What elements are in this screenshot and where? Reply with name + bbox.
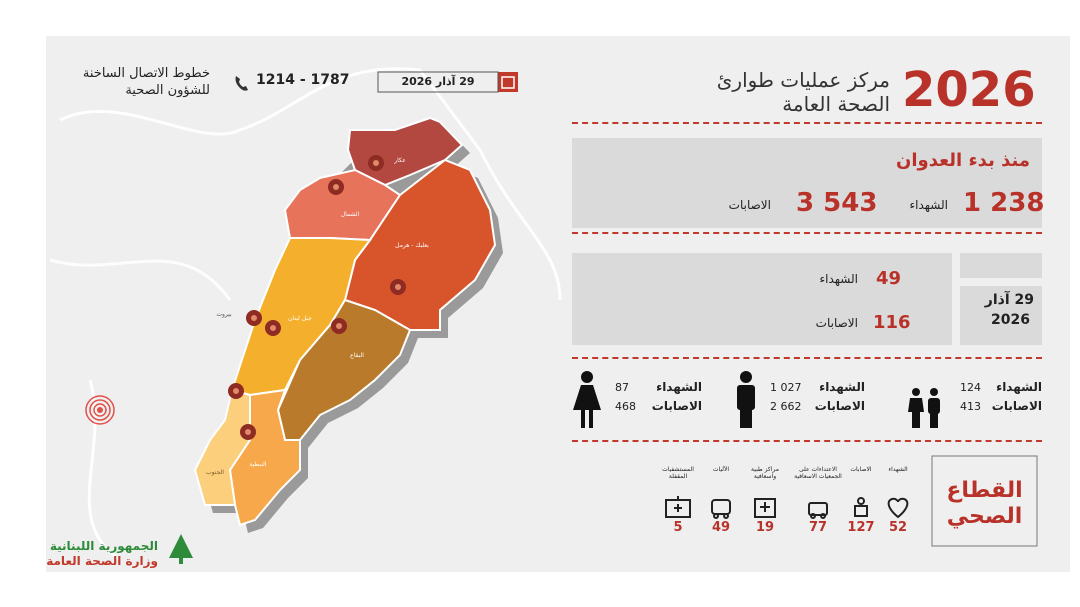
sector-value: 127: [847, 520, 875, 535]
injured-label: الاصابات: [728, 198, 771, 212]
region-label: بيروت: [216, 311, 232, 318]
demo-killed-label: الشهداء: [656, 380, 702, 394]
map-markers: [85, 155, 406, 440]
region-south: [193, 388, 251, 506]
killed-total: 1 238: [963, 188, 1045, 218]
phone-icon: [235, 76, 248, 91]
hotline: 1214 - 1787: [256, 72, 350, 88]
daily-date: 2026: [991, 312, 1030, 328]
since-start-title: منذ بدء العدوان: [896, 150, 1030, 171]
daily-injured: 116: [873, 312, 911, 333]
demo-injured: 2 662: [770, 400, 802, 413]
since-start-box: [572, 138, 1042, 228]
demo-killed: 87: [615, 381, 629, 394]
title: مركز عمليات طوارئ: [716, 68, 890, 92]
title: الصحة العامة: [782, 92, 890, 116]
hotline-label: خطوط الاتصال الساخنة: [82, 66, 210, 81]
sector-value: 19: [755, 520, 775, 535]
cedar-logo: [169, 534, 193, 558]
footer-line: الجمهورية اللبنانية: [49, 539, 158, 553]
sector-icons: [665, 496, 909, 519]
demo-injured-label: الاصابات: [991, 399, 1042, 413]
injured-total: 3 543: [796, 188, 878, 218]
divider: [572, 122, 1042, 124]
sector-label: الاعتداءات على الجمعيات الاسعافية: [794, 466, 842, 480]
demo-injured-label: الاصابات: [651, 399, 702, 413]
date-frame: [377, 71, 499, 93]
sector-value: 77: [808, 520, 828, 535]
sector-label: المستشفيات المقفلة: [662, 466, 694, 480]
killed-label: الشهداء: [909, 198, 948, 212]
demo-injured: 413: [960, 400, 981, 413]
daily-box: [572, 253, 952, 345]
divider: [572, 232, 1042, 234]
sector-frame: [931, 455, 1038, 547]
footer-line: وزارة الصحة العامة: [46, 554, 158, 568]
sector-title: الصحي: [946, 504, 1023, 529]
divider: [572, 357, 1042, 359]
region-beqaa: [276, 298, 412, 441]
map-labels: عكار الشمال بعلبك - هرمل جبل لبنان بيروت…: [206, 157, 429, 476]
demo-killed-label: الشهداء: [819, 380, 865, 394]
sector-value: 5: [673, 520, 683, 535]
region-label: بعلبك - هرمل: [395, 242, 429, 249]
demo-killed: 124: [960, 381, 981, 394]
demo-injured: 468: [615, 400, 636, 413]
daily-spacer: [960, 253, 1042, 278]
demo-injured-label: الاصابات: [814, 399, 865, 413]
divider: [572, 440, 1042, 442]
sector-value: 49: [711, 520, 731, 535]
sector-label: مراكز طبية واسعافية: [751, 466, 779, 480]
lebanon-map: [193, 116, 503, 533]
sector-label: الاصابات: [850, 466, 872, 473]
demo-killed-label: الشهداء: [996, 380, 1042, 394]
daily-date-box: [960, 286, 1042, 345]
hotline-label: للشؤون الصحية: [125, 83, 210, 98]
date: 29 آذار 2026: [401, 75, 475, 88]
region-label: عكار: [393, 157, 406, 164]
region-label: جبل لبنان: [288, 315, 312, 322]
person-icons: [573, 371, 940, 428]
daily-date: 29 آذار: [984, 292, 1034, 308]
daily-killed-label: الشهداء: [819, 272, 858, 286]
region-label: الشمال: [341, 211, 360, 218]
year: 2026: [902, 62, 1036, 118]
calendar-icon: [498, 72, 518, 92]
sector-label: الشهداء: [888, 466, 908, 473]
daily-injured-label: الاصابات: [815, 316, 858, 330]
sector-value: 52: [888, 520, 908, 535]
region-label: الجنوب: [206, 469, 224, 476]
sector-title: القطاع: [946, 478, 1023, 503]
daily-killed: 49: [876, 268, 902, 289]
region-label: البقاع: [350, 352, 364, 359]
cedar-logo: [179, 558, 183, 564]
calendar-icon: [501, 76, 515, 89]
demo-killed: 1 027: [770, 381, 802, 394]
sector-label: الآليات: [712, 466, 730, 473]
region-label: النبطية: [249, 461, 266, 468]
